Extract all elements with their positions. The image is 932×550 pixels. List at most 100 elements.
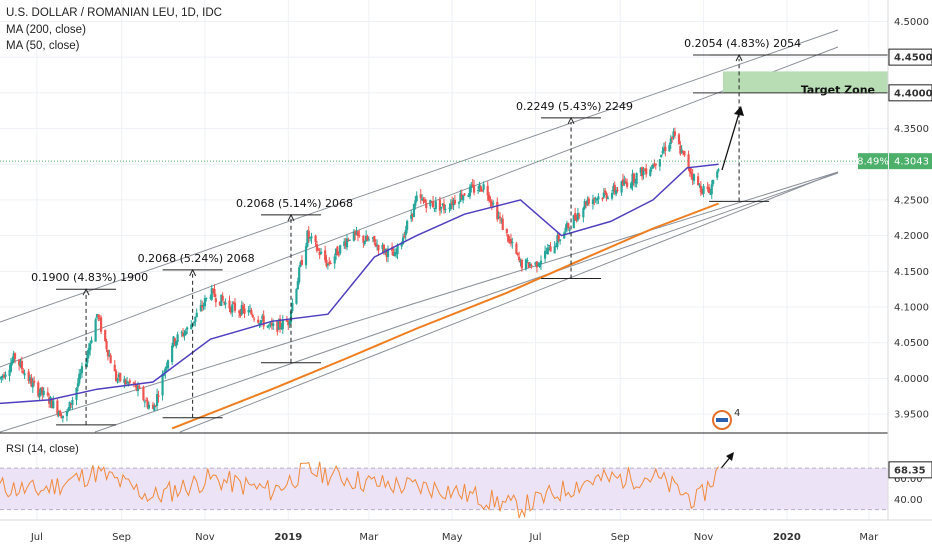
candle-body xyxy=(165,366,168,369)
candle-body xyxy=(393,252,396,257)
candle xyxy=(470,182,473,193)
candle-body xyxy=(295,288,298,304)
candle-body xyxy=(630,183,633,189)
candle xyxy=(482,181,485,193)
candle xyxy=(224,298,227,309)
candle xyxy=(664,141,667,157)
candle xyxy=(99,315,103,335)
candle-body xyxy=(654,163,657,166)
candle-body xyxy=(707,187,711,193)
rsi-band xyxy=(0,468,888,510)
candle-body xyxy=(365,235,368,242)
candle-body xyxy=(71,399,74,405)
candle xyxy=(12,350,15,364)
candle-body xyxy=(57,411,60,416)
time-tick: Mar xyxy=(359,532,379,543)
candle xyxy=(576,207,579,222)
candle-body xyxy=(175,341,178,347)
candle xyxy=(478,181,481,193)
candle-body xyxy=(228,300,231,309)
candle-body xyxy=(247,310,250,313)
candle xyxy=(326,263,329,270)
candle-body xyxy=(280,327,283,330)
candle xyxy=(467,193,470,198)
candle-body xyxy=(233,302,237,311)
candle-body xyxy=(318,251,321,256)
candle-body xyxy=(511,242,514,244)
candle xyxy=(78,369,81,386)
candle xyxy=(190,320,193,330)
candle xyxy=(266,325,269,329)
candle xyxy=(344,237,347,249)
candle xyxy=(319,248,323,255)
candle-body xyxy=(339,245,342,254)
candle xyxy=(559,239,562,245)
price-tick: 4.4500 xyxy=(894,53,932,64)
candle xyxy=(463,192,466,197)
candle-body xyxy=(613,184,616,193)
candle-body xyxy=(142,386,145,400)
candle xyxy=(328,257,331,266)
candle xyxy=(339,244,342,256)
candle xyxy=(449,199,452,211)
candle-body xyxy=(336,246,339,256)
candle xyxy=(61,415,64,423)
candle xyxy=(681,150,685,156)
candle xyxy=(654,163,657,170)
candle xyxy=(317,247,320,251)
candle-body xyxy=(125,381,129,383)
candle-body xyxy=(261,316,264,319)
candle-body xyxy=(285,319,288,322)
candle-body xyxy=(642,169,645,175)
time-tick: Nov xyxy=(694,532,714,543)
candle-body xyxy=(557,234,560,241)
channel-line xyxy=(179,171,839,433)
candle xyxy=(231,301,234,317)
candle xyxy=(635,172,638,188)
flag-stripe xyxy=(716,418,728,422)
candle xyxy=(358,230,361,238)
candle xyxy=(539,255,543,270)
candle xyxy=(438,196,442,216)
candle-body xyxy=(135,384,138,391)
candle xyxy=(60,413,63,419)
candle xyxy=(690,167,693,180)
candle xyxy=(448,203,451,213)
candle-body xyxy=(716,171,719,178)
price-tick: 4.1500 xyxy=(894,267,929,278)
candle-body xyxy=(337,254,340,256)
candle xyxy=(1,373,4,381)
candle-body xyxy=(176,334,179,342)
candle xyxy=(421,194,424,202)
candle xyxy=(526,257,529,264)
candle xyxy=(516,252,519,257)
candle-body xyxy=(496,201,499,220)
last-price-label: 4.3043 xyxy=(894,157,929,168)
candle-body xyxy=(459,193,462,202)
candle-body xyxy=(214,298,217,303)
candle-body xyxy=(712,179,715,185)
candle xyxy=(545,247,548,254)
candle-body xyxy=(231,304,234,313)
price-tick: 4.0500 xyxy=(894,338,929,349)
candle-body xyxy=(115,371,118,381)
candle-body xyxy=(672,131,675,137)
candle-body xyxy=(309,237,312,239)
candle xyxy=(309,236,312,242)
candle xyxy=(212,287,215,294)
candle-body xyxy=(481,189,484,191)
candle xyxy=(534,261,537,267)
candle xyxy=(295,288,298,305)
candle xyxy=(37,380,40,398)
candle xyxy=(194,316,197,327)
candle-body xyxy=(568,229,571,231)
last-price-tag xyxy=(889,153,932,170)
candle-body xyxy=(4,374,7,377)
candle xyxy=(649,166,652,177)
measurement: 0.2068 (5.24%) 2068 xyxy=(138,252,255,419)
candle-body xyxy=(683,150,686,156)
time-tick: 2020 xyxy=(773,532,801,543)
candle xyxy=(203,295,207,310)
candle-body xyxy=(76,383,79,388)
